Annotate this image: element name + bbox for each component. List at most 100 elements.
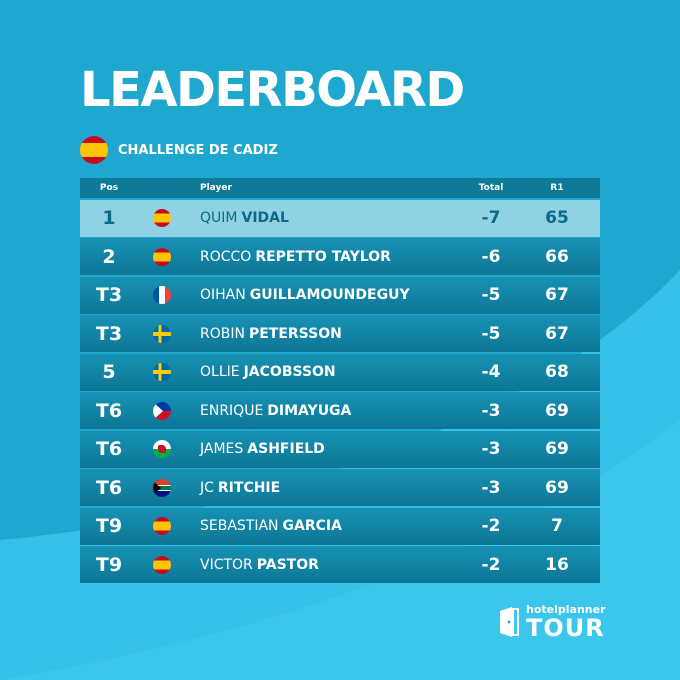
table-row: 5 OLLIE JACOBSSON -4 68 [80, 354, 600, 391]
player-first-name: ROCCO [200, 249, 251, 265]
player-first-name: JC [200, 480, 214, 496]
player-name: ROBIN PETERSSON [200, 315, 342, 352]
position: T9 [80, 546, 138, 583]
round1-score: 65 [526, 200, 588, 237]
tour-logo: hotelplanner TOUR [498, 604, 606, 640]
total-score: -7 [460, 200, 522, 237]
player-last-name: JACOBSSON [244, 364, 336, 380]
total-score: -2 [460, 546, 522, 583]
table-row: 1 QUIM VIDAL -7 65 [80, 200, 600, 237]
total-score: -2 [460, 508, 522, 545]
player-first-name: OLLIE [200, 364, 240, 380]
player-first-name: JAMES [200, 441, 243, 457]
total-score: -5 [460, 277, 522, 314]
player-name: ENRIQUE DIMAYUGA [200, 392, 351, 429]
player-name: OIHAN GUILLAMOUNDEGUY [200, 277, 410, 314]
round1-score: 68 [526, 354, 588, 391]
sweden-flag-icon [153, 363, 171, 381]
player-first-name: ROBIN [200, 326, 245, 342]
south-africa-flag-icon [153, 479, 171, 497]
total-score: -3 [460, 431, 522, 468]
player-flag [152, 469, 172, 506]
position: 5 [80, 354, 138, 391]
position: T6 [80, 392, 138, 429]
position: 2 [80, 238, 138, 275]
round1-score: 66 [526, 238, 588, 275]
player-first-name: QUIM [200, 210, 237, 226]
event-header: CHALLENGE DE CADIZ [80, 136, 278, 164]
sweden-flag-icon [153, 325, 171, 343]
table-body: 1 QUIM VIDAL -7 65 2 ROCCO REPETTO TAYLOR -6 66 T3… [80, 200, 600, 584]
player-flag [152, 546, 172, 583]
table-row: T3 OIHAN GUILLAMOUNDEGUY -5 67 [80, 277, 600, 314]
player-name: ROCCO REPETTO TAYLOR [200, 238, 391, 275]
leaderboard-table: Pos Player Total R1 1 QUIM VIDAL -7 65 2 ROCCO… [80, 178, 600, 583]
france-flag-icon [153, 286, 171, 304]
player-flag [152, 238, 172, 275]
table-row: T3 ROBIN PETERSSON -5 67 [80, 315, 600, 352]
player-first-name: OIHAN [200, 287, 246, 303]
player-last-name: PASTOR [257, 557, 319, 573]
table-row: T6 ENRIQUE DIMAYUGA -3 69 [80, 392, 600, 429]
column-header-r1: R1 [526, 183, 588, 193]
player-flag [152, 354, 172, 391]
page-title: LEADERBOARD [80, 66, 464, 114]
player-name: OLLIE JACOBSSON [200, 354, 336, 391]
position: 1 [80, 200, 138, 237]
column-header-total: Total [460, 183, 522, 193]
player-flag [152, 508, 172, 545]
door-icon [498, 605, 520, 639]
spain-flag-icon [153, 209, 171, 227]
wales-flag-icon [153, 440, 171, 458]
player-last-name: DIMAYUGA [267, 403, 351, 419]
player-first-name: ENRIQUE [200, 403, 263, 419]
round1-score: 69 [526, 469, 588, 506]
player-name: JC RITCHIE [200, 469, 280, 506]
player-flag [152, 200, 172, 237]
player-flag [152, 392, 172, 429]
player-first-name: VICTOR [200, 557, 253, 573]
player-last-name: GARCIA [283, 518, 342, 534]
player-last-name: VIDAL [241, 210, 288, 226]
player-name: JAMES ASHFIELD [200, 431, 325, 468]
table-row: T6 JC RITCHIE -3 69 [80, 469, 600, 506]
player-name: VICTOR PASTOR [200, 546, 319, 583]
total-score: -3 [460, 469, 522, 506]
position: T6 [80, 431, 138, 468]
player-flag [152, 431, 172, 468]
spain-flag-icon [153, 248, 171, 266]
position: T3 [80, 277, 138, 314]
round1-score: 67 [526, 315, 588, 352]
position: T9 [80, 508, 138, 545]
table-row: T6 JAMES ASHFIELD -3 69 [80, 431, 600, 468]
round1-score: 69 [526, 392, 588, 429]
spain-flag-icon [153, 556, 171, 574]
player-last-name: PETERSSON [249, 326, 342, 342]
table-row: 2 ROCCO REPETTO TAYLOR -6 66 [80, 238, 600, 275]
total-score: -3 [460, 392, 522, 429]
total-score: -4 [460, 354, 522, 391]
philippines-flag-icon [153, 402, 171, 420]
player-first-name: SEBASTIAN [200, 518, 279, 534]
round1-score: 7 [526, 508, 588, 545]
position: T6 [80, 469, 138, 506]
player-last-name: REPETTO TAYLOR [255, 249, 391, 265]
player-last-name: ASHFIELD [247, 441, 325, 457]
event-name: CHALLENGE DE CADIZ [118, 143, 278, 158]
total-score: -6 [460, 238, 522, 275]
round1-score: 16 [526, 546, 588, 583]
spain-flag-icon [153, 517, 171, 535]
round1-score: 67 [526, 277, 588, 314]
player-last-name: RITCHIE [218, 480, 280, 496]
player-name: SEBASTIAN GARCIA [200, 508, 342, 545]
table-row: T9 VICTOR PASTOR -2 16 [80, 546, 600, 583]
player-last-name: GUILLAMOUNDEGUY [250, 287, 410, 303]
column-header-pos: Pos [80, 183, 138, 193]
player-flag [152, 277, 172, 314]
logo-text-tour: TOUR [526, 616, 606, 640]
table-row: T9 SEBASTIAN GARCIA -2 7 [80, 508, 600, 545]
position: T3 [80, 315, 138, 352]
player-name: QUIM VIDAL [200, 200, 289, 237]
total-score: -5 [460, 315, 522, 352]
column-header-player: Player [200, 183, 232, 193]
